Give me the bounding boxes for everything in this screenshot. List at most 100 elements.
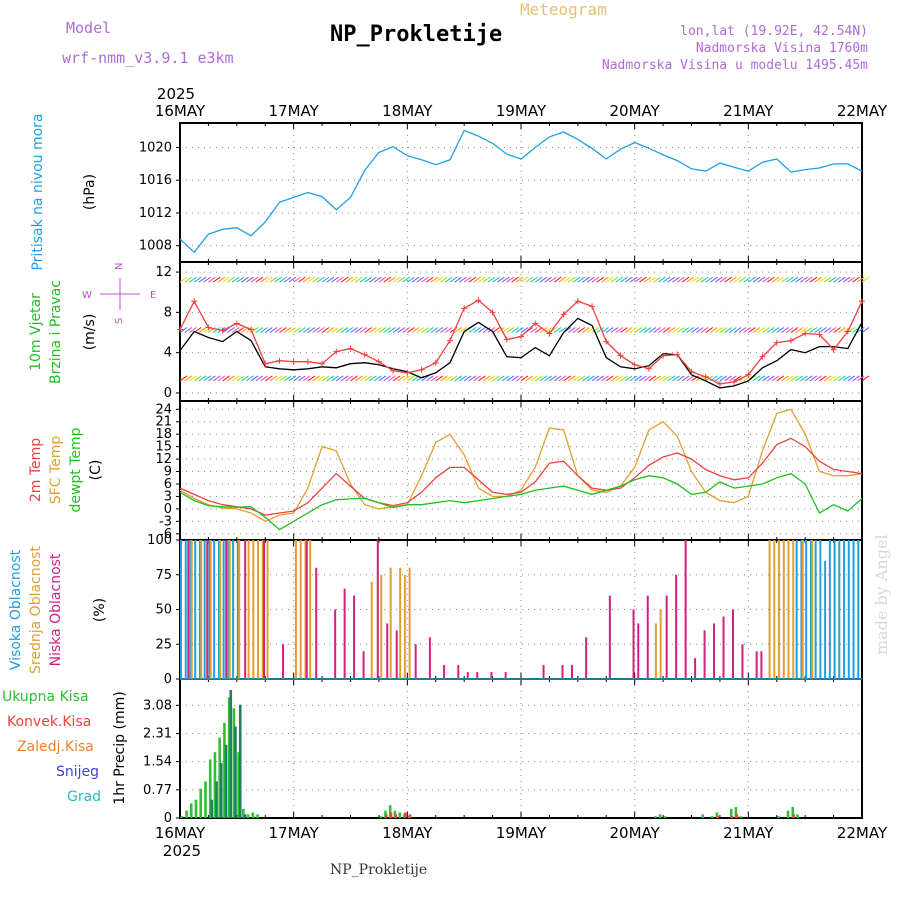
wind-barb [568, 375, 576, 382]
wind-barb [648, 375, 657, 382]
cloud-mid-axis-title: Srednja Oblacnost [28, 546, 44, 674]
wind-barb [198, 375, 207, 382]
precip-bar-total [251, 812, 255, 818]
x-day-label-top: 19MAY [496, 102, 547, 120]
gust-marker [603, 338, 610, 345]
wind-barb [729, 327, 737, 333]
wind-barb [454, 327, 462, 333]
y-tick-label: 1016 [139, 173, 172, 188]
wind-barb [861, 375, 870, 382]
precip-bar-total [710, 816, 714, 818]
precip-bar-snow [234, 726, 237, 818]
wind-barb [193, 276, 202, 283]
wind-barb [714, 327, 723, 333]
wind-barb [549, 375, 557, 382]
wind-barb [795, 276, 803, 283]
wind-barb [345, 327, 354, 333]
wind-barb [624, 375, 633, 382]
precip-bar-total [388, 805, 392, 818]
wind-barb [667, 375, 676, 382]
wind-barb [321, 327, 330, 333]
wind-barb [733, 276, 742, 283]
wind-barb [236, 375, 245, 382]
wind-speed-line [179, 317, 863, 389]
wind-barb [634, 276, 642, 283]
wind-barb [454, 276, 462, 283]
precip-bar-total [185, 810, 188, 818]
x-day-label-bottom: 17MAY [269, 824, 320, 842]
wind-barb [790, 375, 799, 382]
wind-barb [449, 375, 458, 382]
wind-barb [828, 375, 837, 382]
wind-barb [681, 327, 690, 333]
sfc-temp-line [179, 408, 863, 523]
y-tick-label: 18 [155, 427, 172, 442]
wind-barb [795, 375, 803, 382]
cloud-high-axis-title: Visoka Oblacnost [8, 549, 24, 670]
precip-legend-item: Zaledj.Kisa [17, 739, 94, 755]
wind-barb [492, 276, 500, 283]
wind-barb [582, 375, 590, 382]
wind-barb [605, 327, 614, 333]
precip-bar-total [786, 810, 790, 818]
x-day-label-bottom: 22MAY [837, 824, 888, 842]
wind-barb [274, 276, 283, 283]
wind-barb [572, 276, 581, 283]
wind-barb [686, 375, 695, 382]
wind-barb [700, 327, 709, 333]
wind-barb [710, 327, 718, 333]
y-tick-label: 0.77 [143, 783, 172, 798]
precip-bar-total [654, 816, 657, 818]
gust-marker [418, 366, 425, 373]
gust-marker [375, 358, 382, 365]
wind-barb [326, 276, 335, 283]
compass-n: N [114, 263, 125, 270]
wind-barb [293, 327, 301, 333]
precip-legend-item: Snijeg [56, 764, 99, 780]
wind-barb [407, 276, 415, 283]
wind-barb [383, 375, 391, 382]
wind-barb [833, 276, 841, 283]
wind-barb [364, 375, 372, 382]
wind-barb [378, 375, 387, 382]
gust-marker [844, 328, 851, 335]
wind-barb [733, 375, 742, 382]
wind-barb [823, 276, 832, 283]
wind-barb [430, 327, 439, 333]
wind-barb [823, 375, 832, 382]
footer-station-label: NP_Prokletije [330, 862, 428, 878]
wind-barb [217, 375, 226, 382]
wind-barb [317, 327, 325, 333]
wind-barb [402, 327, 410, 333]
wind-barb [326, 375, 335, 382]
pressure-axis-title: Pritisak na nivou mora [30, 113, 46, 270]
precip-bar-total [237, 752, 240, 818]
wind-barb [227, 375, 235, 382]
wind-barb [658, 375, 666, 382]
wind-barb [492, 375, 500, 382]
y-tick-label: 12 [155, 265, 172, 280]
wind-barb [515, 327, 524, 333]
wind-barb [530, 327, 538, 333]
wind-barb [231, 327, 240, 333]
wind-barb [402, 375, 410, 382]
wind-barb [212, 375, 221, 382]
wind-barb [227, 327, 235, 333]
precip-bar-conv [403, 812, 407, 818]
wind-barb [601, 375, 609, 382]
precip-bar-total [379, 816, 383, 818]
wind-barb [478, 375, 486, 382]
y-tick-label: 2.31 [143, 727, 172, 742]
wind-barb [653, 327, 661, 333]
precip-bar-snow [219, 763, 223, 818]
wind-barb [350, 327, 358, 333]
wind-barb [264, 276, 273, 283]
wind-barb [681, 375, 690, 382]
wind-barb [582, 327, 590, 333]
wind-barb [317, 375, 325, 382]
wind-barb [388, 276, 396, 283]
wind-barb [605, 276, 614, 283]
wind-barb [435, 276, 444, 283]
y-tick-label: 3 [164, 489, 172, 504]
wind-barb [719, 327, 728, 333]
